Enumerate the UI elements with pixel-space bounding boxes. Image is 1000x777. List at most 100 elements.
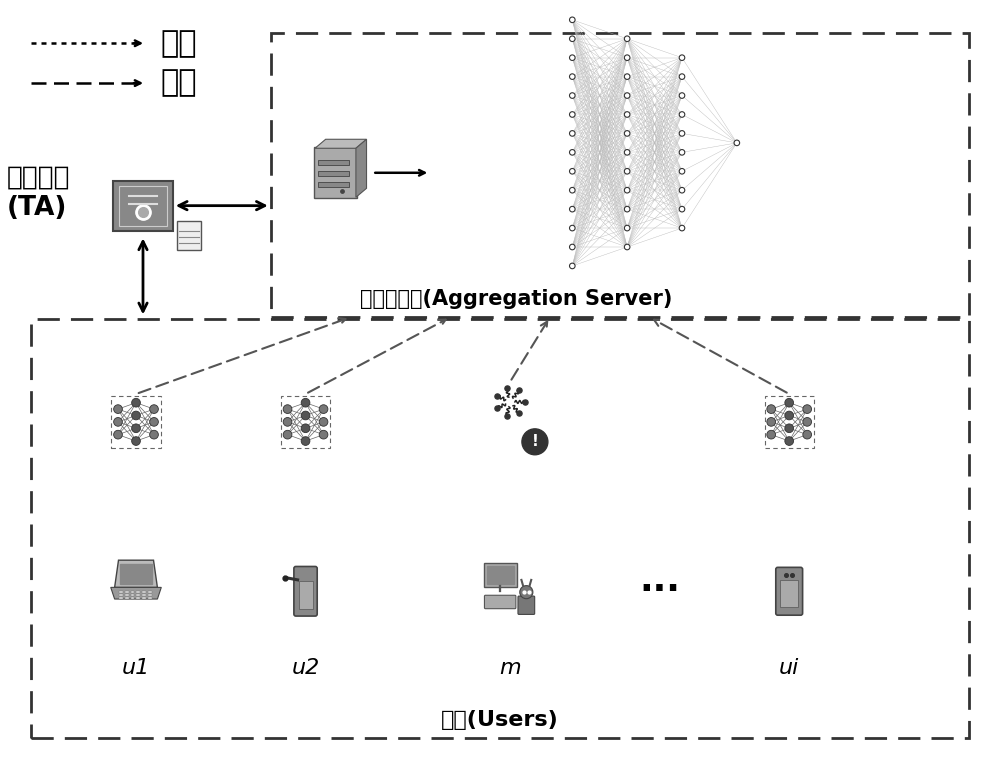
- Circle shape: [283, 417, 292, 427]
- Bar: [125, 594, 129, 596]
- Text: 上传: 上传: [161, 29, 197, 57]
- Polygon shape: [315, 139, 367, 148]
- Circle shape: [803, 417, 812, 427]
- Circle shape: [785, 411, 794, 420]
- FancyBboxPatch shape: [484, 563, 517, 587]
- Circle shape: [283, 405, 292, 413]
- Circle shape: [624, 112, 630, 117]
- Circle shape: [570, 36, 575, 41]
- FancyBboxPatch shape: [294, 566, 317, 616]
- Circle shape: [679, 225, 685, 231]
- FancyBboxPatch shape: [299, 580, 313, 609]
- Circle shape: [301, 437, 310, 445]
- Circle shape: [624, 207, 630, 212]
- Polygon shape: [111, 587, 161, 599]
- Circle shape: [679, 169, 685, 174]
- Circle shape: [624, 187, 630, 193]
- Bar: [136, 597, 140, 599]
- Circle shape: [150, 417, 158, 427]
- Circle shape: [624, 131, 630, 136]
- Circle shape: [679, 207, 685, 212]
- Circle shape: [679, 112, 685, 117]
- Circle shape: [785, 437, 794, 445]
- FancyBboxPatch shape: [780, 580, 798, 607]
- Text: 用户(Users): 用户(Users): [441, 709, 559, 730]
- FancyBboxPatch shape: [314, 148, 357, 198]
- Circle shape: [520, 586, 533, 599]
- Bar: [136, 591, 140, 593]
- Circle shape: [301, 424, 310, 433]
- Text: u2: u2: [291, 658, 320, 678]
- Circle shape: [319, 430, 328, 439]
- Circle shape: [679, 187, 685, 193]
- Circle shape: [570, 187, 575, 193]
- Polygon shape: [120, 564, 152, 584]
- Circle shape: [679, 149, 685, 155]
- FancyBboxPatch shape: [177, 221, 201, 250]
- Circle shape: [570, 74, 575, 79]
- FancyBboxPatch shape: [518, 596, 535, 615]
- Circle shape: [570, 244, 575, 249]
- Bar: [148, 591, 152, 593]
- Circle shape: [624, 169, 630, 174]
- Circle shape: [114, 405, 122, 413]
- Text: m: m: [499, 658, 521, 678]
- Bar: [148, 597, 152, 599]
- Text: 聚合服务器(Aggregation Server): 聚合服务器(Aggregation Server): [360, 289, 673, 309]
- Bar: [148, 594, 152, 596]
- Bar: [136, 594, 140, 596]
- FancyBboxPatch shape: [318, 182, 349, 186]
- Text: 下载: 下载: [161, 68, 197, 98]
- Polygon shape: [115, 560, 157, 587]
- Circle shape: [132, 424, 140, 433]
- Circle shape: [679, 92, 685, 99]
- Circle shape: [624, 244, 630, 249]
- Circle shape: [114, 417, 122, 427]
- Circle shape: [570, 17, 575, 23]
- Bar: [125, 591, 129, 593]
- Circle shape: [624, 36, 630, 41]
- Circle shape: [624, 149, 630, 155]
- FancyBboxPatch shape: [484, 595, 516, 608]
- Circle shape: [301, 399, 310, 407]
- Circle shape: [570, 225, 575, 231]
- Circle shape: [767, 405, 776, 413]
- Circle shape: [785, 424, 794, 433]
- Circle shape: [570, 55, 575, 61]
- Circle shape: [132, 411, 140, 420]
- Circle shape: [570, 112, 575, 117]
- Circle shape: [301, 411, 310, 420]
- Circle shape: [114, 430, 122, 439]
- Circle shape: [570, 169, 575, 174]
- Bar: [119, 591, 123, 593]
- Polygon shape: [356, 139, 367, 197]
- Bar: [131, 597, 134, 599]
- Circle shape: [132, 437, 140, 445]
- Circle shape: [624, 55, 630, 61]
- Circle shape: [624, 225, 630, 231]
- Circle shape: [283, 430, 292, 439]
- Circle shape: [624, 92, 630, 99]
- Circle shape: [150, 430, 158, 439]
- Circle shape: [319, 405, 328, 413]
- Circle shape: [624, 74, 630, 79]
- FancyBboxPatch shape: [318, 160, 349, 165]
- Circle shape: [803, 430, 812, 439]
- Text: u1: u1: [122, 658, 150, 678]
- Circle shape: [679, 74, 685, 79]
- Text: ui: ui: [779, 658, 799, 678]
- Text: ...: ...: [639, 564, 680, 598]
- Circle shape: [785, 399, 794, 407]
- Circle shape: [734, 140, 740, 145]
- Circle shape: [767, 430, 776, 439]
- Circle shape: [570, 263, 575, 269]
- Bar: [131, 594, 134, 596]
- Bar: [142, 591, 146, 593]
- Circle shape: [319, 417, 328, 427]
- Circle shape: [803, 405, 812, 413]
- Circle shape: [570, 92, 575, 99]
- Text: 信任权威
(TA): 信任权威 (TA): [6, 165, 70, 221]
- Bar: [131, 591, 134, 593]
- Circle shape: [132, 399, 140, 407]
- Bar: [125, 597, 129, 599]
